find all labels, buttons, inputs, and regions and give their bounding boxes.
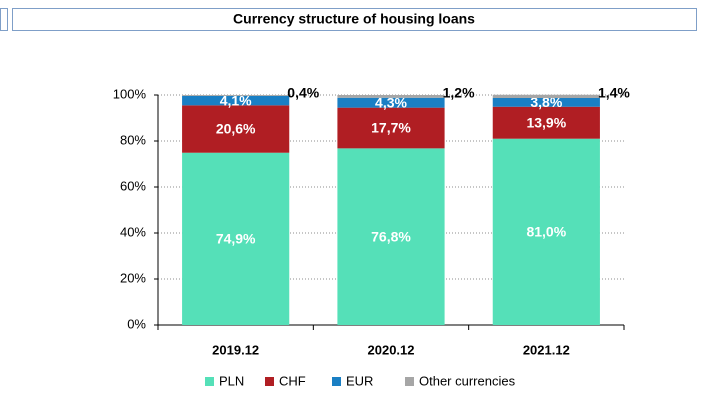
data-label: 81,0% bbox=[526, 224, 566, 240]
data-label: 74,9% bbox=[216, 231, 256, 247]
y-tick-label: 0% bbox=[127, 316, 146, 331]
bar-segment bbox=[337, 97, 445, 108]
legend-swatch bbox=[265, 377, 274, 386]
legend-swatch bbox=[405, 377, 414, 386]
legend-label: PLN bbox=[219, 373, 244, 388]
data-label: 20,6% bbox=[216, 121, 256, 137]
chart-title: Currency structure of housing loans bbox=[233, 11, 475, 27]
bar-segment bbox=[492, 106, 600, 139]
y-tick-label: 100% bbox=[113, 86, 147, 101]
bar-segment bbox=[337, 107, 445, 149]
data-label: 76,8% bbox=[371, 228, 411, 244]
bar-segment bbox=[492, 94, 600, 98]
y-tick-label: 40% bbox=[120, 224, 146, 239]
legend-swatch bbox=[332, 377, 341, 386]
data-label: 1,4% bbox=[598, 84, 630, 100]
bar-segment bbox=[337, 95, 445, 98]
legend-label: EUR bbox=[346, 373, 373, 388]
data-label: 17,7% bbox=[371, 120, 411, 136]
bar-segment bbox=[182, 105, 290, 153]
bar-segment bbox=[492, 138, 600, 325]
x-tick-label: 2021.12 bbox=[523, 342, 570, 357]
data-label: 4,1% bbox=[220, 92, 252, 108]
data-label: 13,9% bbox=[526, 114, 566, 130]
x-tick-label: 2019.12 bbox=[212, 342, 259, 357]
x-tick-label: 2020.12 bbox=[368, 342, 415, 357]
bar-segment bbox=[182, 95, 290, 106]
legend-swatch bbox=[205, 377, 214, 386]
legend-label: CHF bbox=[279, 373, 306, 388]
data-label: 4,3% bbox=[375, 94, 407, 110]
bar-segment bbox=[492, 97, 600, 107]
legend-label: Other currencies bbox=[419, 373, 516, 388]
bar-segment bbox=[337, 148, 445, 325]
bar-segment bbox=[182, 95, 290, 96]
y-tick-label: 60% bbox=[120, 178, 146, 193]
bar-segment bbox=[182, 152, 290, 325]
frame-fragment bbox=[0, 8, 8, 31]
data-label: 0,4% bbox=[287, 85, 319, 101]
data-label: 3,8% bbox=[530, 94, 562, 110]
y-tick-label: 80% bbox=[120, 132, 146, 147]
y-tick-label: 20% bbox=[120, 270, 146, 285]
data-label: 1,2% bbox=[443, 85, 475, 101]
title-box bbox=[12, 8, 697, 31]
